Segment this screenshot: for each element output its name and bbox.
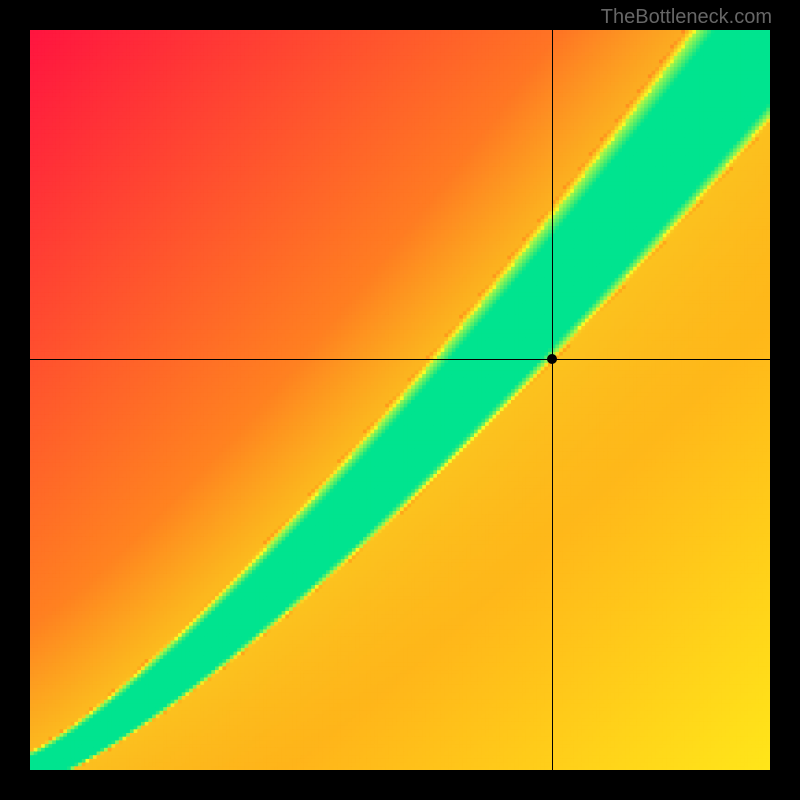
crosshair-marker-dot (547, 354, 557, 364)
heatmap-canvas (30, 30, 770, 770)
crosshair-horizontal (30, 359, 770, 360)
crosshair-vertical (552, 30, 553, 770)
plot-area (30, 30, 770, 770)
chart-container: TheBottleneck.com (0, 0, 800, 800)
watermark-label: TheBottleneck.com (601, 6, 772, 29)
